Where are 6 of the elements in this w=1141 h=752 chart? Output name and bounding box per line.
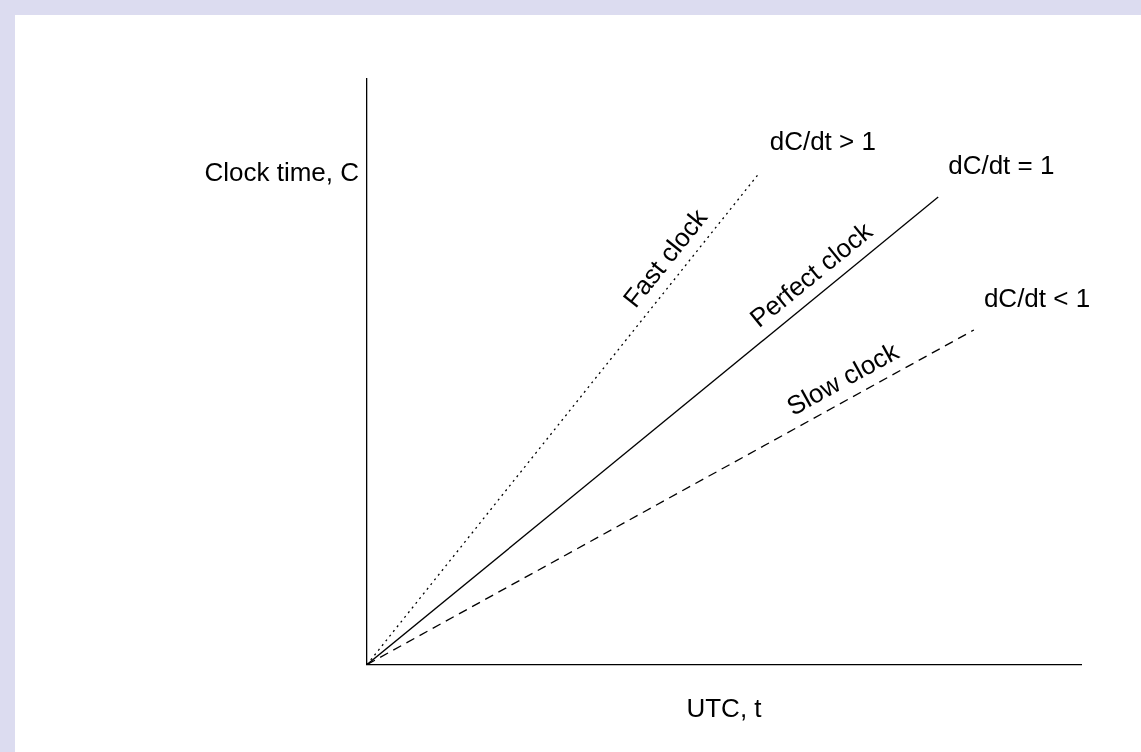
annotation: dC/dt = 1	[948, 150, 1055, 181]
x-axis-title: UTC, t	[686, 692, 763, 723]
text: dC/dt > 1	[769, 125, 876, 156]
annotation: dC/dt < 1	[983, 283, 1091, 314]
y-axis-title: Clock time, C	[204, 157, 359, 188]
text: Slow clock	[781, 335, 905, 422]
